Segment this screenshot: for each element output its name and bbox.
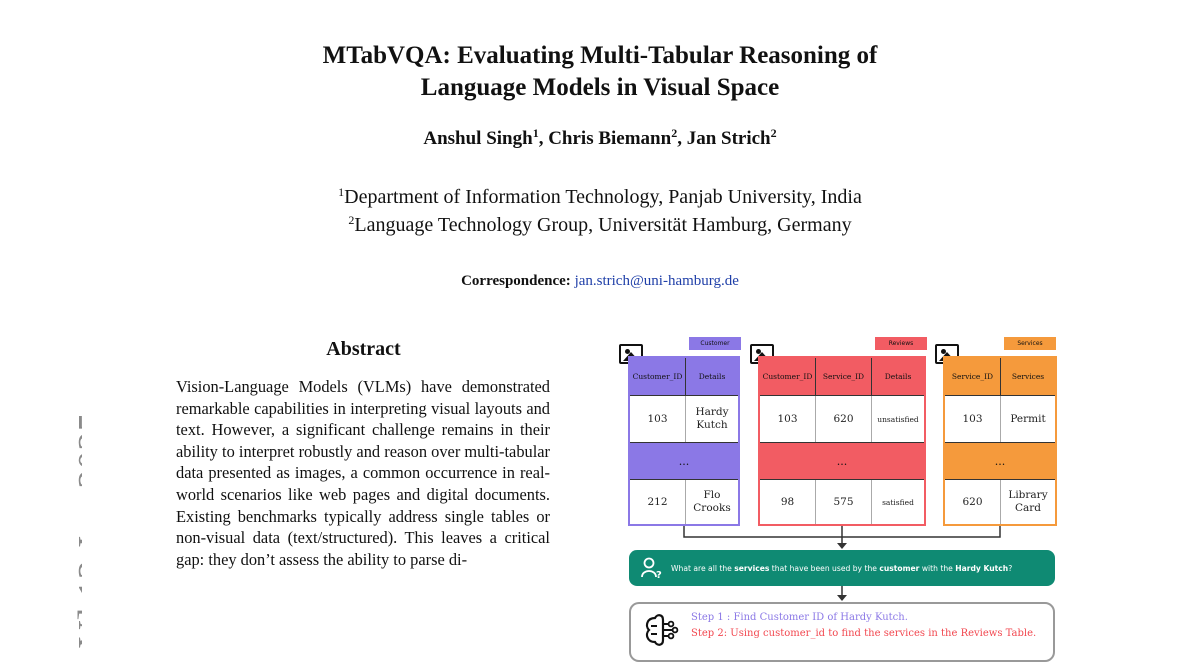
title-line-1: MTabVQA: Evaluating Multi-Tabular Reason…	[322, 42, 878, 69]
header-cell: Customer_ID	[760, 358, 816, 396]
arrow-head-question	[837, 543, 847, 549]
reasoning-steps-box: Step 1 : Find Customer ID of Hardy Kutch…	[629, 602, 1055, 662]
affiliation-text: Language Technology Group, Universität H…	[354, 214, 852, 236]
author-name: Jan Strich	[686, 128, 771, 149]
table-cell: satisfied	[882, 497, 914, 507]
affiliation-text: Department of Information Technology, Pa…	[344, 186, 862, 208]
table-cell: Permit	[1010, 412, 1046, 425]
header-cell: Details	[686, 358, 738, 396]
table-cell: 620	[816, 396, 872, 442]
table-reviews: Customer_ID Service_ID Details 103 620 u…	[758, 356, 926, 526]
question-part: ?	[1008, 563, 1013, 573]
author-affil-mark: 2	[671, 126, 678, 140]
table-services: Service_ID Services 103 Permit ... 620 L…	[943, 356, 1057, 526]
arrow-head-steps	[837, 595, 847, 601]
table-cell: 212	[630, 480, 686, 524]
table-cell: 103	[630, 396, 686, 442]
author-separator: ,	[677, 128, 687, 149]
header-cell: Services	[1001, 358, 1055, 396]
affiliation-line: 1Department of Information Technology, P…	[0, 183, 1200, 211]
header-cell: Customer_ID	[630, 358, 686, 396]
question-banner: ? What are all the services that have be…	[629, 550, 1055, 586]
table-tag-customer: Customer	[689, 337, 741, 350]
brain-circuit-icon	[645, 614, 679, 646]
table-tag-services: Services	[1004, 337, 1056, 350]
affiliation-mark: 1	[338, 185, 345, 199]
affiliation-mark: 2	[348, 213, 355, 227]
connector-services	[842, 526, 1001, 538]
correspondence-label: Correspondence:	[461, 273, 571, 289]
arxiv-stamp: V] 13 Jun 2025	[22, 380, 82, 648]
header-cell: Details	[872, 358, 924, 396]
connector-customer	[683, 526, 842, 538]
table-cell: 98	[760, 480, 816, 524]
question-part: with the	[919, 563, 956, 573]
question-text: What are all the services that have been…	[671, 564, 1012, 573]
table-cell: 103	[760, 396, 816, 442]
question-keyword: Hardy Kutch	[955, 563, 1009, 573]
author-affil-mark: 1	[532, 126, 539, 140]
user-question-icon: ?	[641, 557, 662, 579]
table-tag-reviews: Reviews	[875, 337, 927, 350]
table-cell: 620	[945, 480, 1001, 524]
figure-connectors	[683, 526, 1001, 601]
table-cell: Flo Crooks	[693, 489, 731, 514]
table-customer: Customer_ID Details 103 Hardy Kutch ... …	[628, 356, 740, 526]
abstract-body: Vision-Language Models (VLMs) have demon…	[176, 377, 550, 569]
table-cell: Library Card	[1008, 489, 1048, 514]
correspondence: Correspondence: jan.strich@uni-hamburg.d…	[0, 273, 1200, 290]
ellipsis-row: ...	[630, 442, 738, 480]
correspondence-email-link[interactable]: jan.strich@uni-hamburg.de	[574, 273, 739, 289]
table-cell: unsatisfied	[877, 414, 919, 424]
table-cell: 575	[816, 480, 872, 524]
reasoning-step: Step 1 : Find Customer ID of Hardy Kutch…	[691, 612, 908, 623]
reasoning-step: Step 2: Using customer_id to find the se…	[691, 628, 1037, 639]
paper-title: MTabVQA: Evaluating Multi-Tabular Reason…	[0, 40, 1200, 104]
header-cell: Service_ID	[945, 358, 1001, 396]
author-affil-mark: 2	[770, 126, 777, 140]
question-keyword: customer	[879, 563, 920, 573]
table-cell: 103	[945, 396, 1001, 442]
overview-figure: Customer Customer_ID Details 103 Hardy K…	[614, 334, 1064, 662]
question-part: What are all the	[671, 563, 735, 573]
abstract-heading: Abstract	[326, 338, 401, 360]
arxiv-stamp-text: V] 13 Jun 2025	[71, 412, 82, 648]
affiliation-line: 2Language Technology Group, Universität …	[0, 211, 1200, 239]
svg-text:?: ?	[656, 570, 662, 579]
author-separator: ,	[538, 128, 549, 149]
ellipsis-row: ...	[945, 442, 1055, 480]
author-name: Anshul Singh	[423, 128, 533, 149]
header-cell: Service_ID	[816, 358, 872, 396]
ellipsis-row: ...	[760, 442, 924, 480]
author-name: Chris Biemann	[548, 128, 672, 149]
question-keyword: services	[734, 563, 770, 573]
question-part: that have been used by the	[769, 563, 880, 573]
table-cell: Hardy Kutch	[695, 406, 729, 431]
affiliations: 1Department of Information Technology, P…	[0, 183, 1200, 239]
title-line-2: Language Models in Visual Space	[420, 74, 780, 101]
author-list: Anshul Singh1, Chris Biemann2, Jan Stric…	[0, 126, 1200, 150]
